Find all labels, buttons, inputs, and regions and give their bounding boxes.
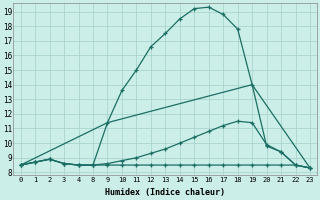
X-axis label: Humidex (Indice chaleur): Humidex (Indice chaleur) <box>105 188 225 197</box>
